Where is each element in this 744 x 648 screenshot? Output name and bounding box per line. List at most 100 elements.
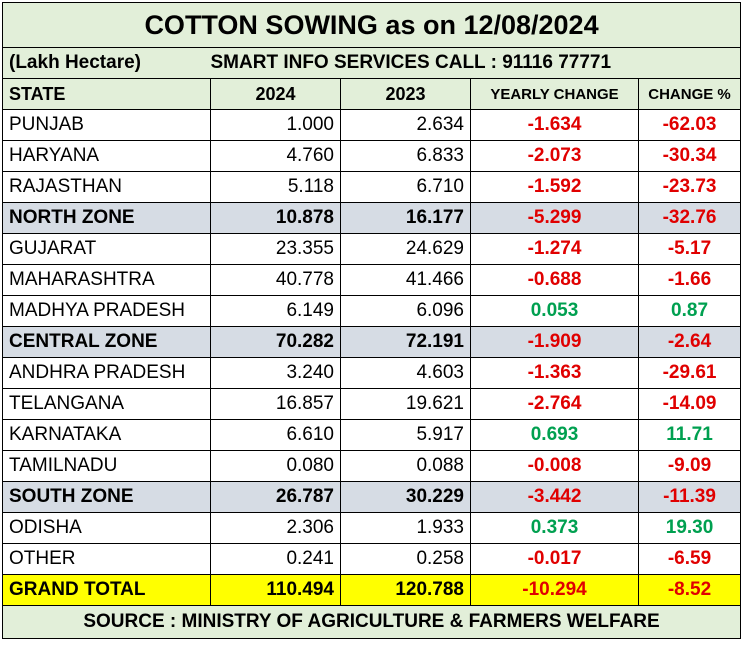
value-cell: -9.09 (637, 450, 742, 482)
value-cell: 110.494 (210, 574, 341, 606)
value-cell: 5.917 (340, 419, 471, 451)
data-row: SOUTH ZONE 26.787 30.229 -3.442 -11.39 (2, 481, 742, 513)
value-cell: 40.778 (210, 264, 341, 296)
value-cell: -14.09 (637, 388, 742, 420)
value-cell: 3.240 (210, 357, 341, 389)
sheet: COTTON SOWING as on 12/08/2024 (Lakh Hec… (1, 2, 742, 639)
value-cell: 30.229 (340, 481, 471, 513)
title-row: COTTON SOWING as on 12/08/2024 (1, 2, 742, 48)
data-row: ODISHA 2.306 1.933 0.373 19.30 (2, 512, 742, 544)
state-cell: MAHARASHTRA (2, 264, 211, 296)
value-cell: -0.008 (470, 450, 639, 482)
value-cell: 70.282 (210, 326, 341, 358)
value-cell: -10.294 (470, 574, 639, 606)
state-cell: OTHER (2, 543, 211, 575)
value-cell: -1.274 (470, 233, 639, 265)
table-body: COTTON SOWING as on 12/08/2024 (Lakh Hec… (1, 2, 742, 639)
value-cell: -1.592 (470, 171, 639, 203)
column-header: 2023 (340, 78, 471, 110)
state-cell: GRAND TOTAL (2, 574, 211, 606)
value-cell: -1.66 (637, 264, 742, 296)
value-cell: -29.61 (637, 357, 742, 389)
value-cell: 10.878 (210, 202, 341, 234)
value-cell: -23.73 (637, 171, 742, 203)
value-cell: 72.191 (340, 326, 471, 358)
data-row: GUJARAT 23.355 24.629 -1.274 -5.17 (2, 233, 742, 265)
data-row: RAJASTHAN 5.118 6.710 -1.592 -23.73 (2, 171, 742, 203)
data-row: MADHYA PRADESH 6.149 6.096 0.053 0.87 (2, 295, 742, 327)
value-cell: 0.258 (340, 543, 471, 575)
value-cell: 16.177 (340, 202, 471, 234)
value-cell: 1.000 (210, 109, 341, 141)
cotton-table: COTTON SOWING as on 12/08/2024 (Lakh Hec… (1, 2, 742, 639)
data-row: NORTH ZONE 10.878 16.177 -5.299 -32.76 (2, 202, 742, 234)
value-cell: -1.909 (470, 326, 639, 358)
value-cell: 5.118 (210, 171, 341, 203)
title: COTTON SOWING as on 12/08/2024 (1, 2, 742, 48)
value-cell: 24.629 (340, 233, 471, 265)
subtitle: SMART INFO SERVICES CALL : 91116 77771 (210, 47, 742, 79)
value-cell: -11.39 (637, 481, 742, 513)
state-cell: RAJASTHAN (2, 171, 211, 203)
value-cell: 41.466 (340, 264, 471, 296)
value-cell: 6.096 (340, 295, 471, 327)
data-row: ANDHRA PRADESH 3.240 4.603 -1.363 -29.61 (2, 357, 742, 389)
source: SOURCE : MINISTRY OF AGRICULTURE & FARME… (1, 605, 742, 639)
data-row: MAHARASHTRA 40.778 41.466 -0.688 -1.66 (2, 264, 742, 296)
total-row: GRAND TOTAL 110.494 120.788 -10.294 -8.52 (2, 574, 742, 606)
value-cell: 23.355 (210, 233, 341, 265)
value-cell: 0.053 (470, 295, 639, 327)
value-cell: 6.833 (340, 140, 471, 172)
value-cell: -3.442 (470, 481, 639, 513)
source-row: SOURCE : MINISTRY OF AGRICULTURE & FARME… (1, 605, 742, 639)
header-row: STATE 2024 2023 YEARLY CHANGE CHANGE % (2, 78, 742, 110)
value-cell: -30.34 (637, 140, 742, 172)
value-cell: -62.03 (637, 109, 742, 141)
value-cell: 11.71 (637, 419, 742, 451)
value-cell: 19.621 (340, 388, 471, 420)
state-cell: PUNJAB (2, 109, 211, 141)
value-cell: -2.64 (637, 326, 742, 358)
value-cell: -0.017 (470, 543, 639, 575)
column-header: 2024 (210, 78, 341, 110)
value-cell: 0.080 (210, 450, 341, 482)
value-cell: -5.17 (637, 233, 742, 265)
state-cell: CENTRAL ZONE (2, 326, 211, 358)
value-cell: 1.933 (340, 512, 471, 544)
state-cell: SOUTH ZONE (2, 481, 211, 513)
value-cell: -1.634 (470, 109, 639, 141)
value-cell: 2.306 (210, 512, 341, 544)
state-cell: GUJARAT (2, 233, 211, 265)
data-row: HARYANA 4.760 6.833 -2.073 -30.34 (2, 140, 742, 172)
value-cell: 2.634 (340, 109, 471, 141)
value-cell: -1.363 (470, 357, 639, 389)
value-cell: 16.857 (210, 388, 341, 420)
value-cell: 0.693 (470, 419, 639, 451)
value-cell: -5.299 (470, 202, 639, 234)
value-cell: 19.30 (637, 512, 742, 544)
value-cell: 120.788 (340, 574, 471, 606)
unit: (Lakh Hectare) (2, 47, 211, 79)
data-row: CENTRAL ZONE 70.282 72.191 -1.909 -2.64 (2, 326, 742, 358)
value-cell: 0.87 (637, 295, 742, 327)
data-row: TAMILNADU 0.080 0.088 -0.008 -9.09 (2, 450, 742, 482)
value-cell: 0.241 (210, 543, 341, 575)
value-cell: 6.610 (210, 419, 341, 451)
value-cell: -6.59 (637, 543, 742, 575)
state-cell: TAMILNADU (2, 450, 211, 482)
value-cell: -2.073 (470, 140, 639, 172)
data-row: OTHER 0.241 0.258 -0.017 -6.59 (2, 543, 742, 575)
column-header: STATE (2, 78, 211, 110)
value-cell: 0.088 (340, 450, 471, 482)
value-cell: -32.76 (637, 202, 742, 234)
state-cell: KARNATAKA (2, 419, 211, 451)
value-cell: 4.603 (340, 357, 471, 389)
value-cell: 6.149 (210, 295, 341, 327)
state-cell: NORTH ZONE (2, 202, 211, 234)
column-header: CHANGE % (637, 78, 742, 110)
state-cell: HARYANA (2, 140, 211, 172)
data-row: PUNJAB 1.000 2.634 -1.634 -62.03 (2, 109, 742, 141)
subtitle-row: (Lakh Hectare) SMART INFO SERVICES CALL … (2, 47, 742, 79)
column-header: YEARLY CHANGE (470, 78, 639, 110)
